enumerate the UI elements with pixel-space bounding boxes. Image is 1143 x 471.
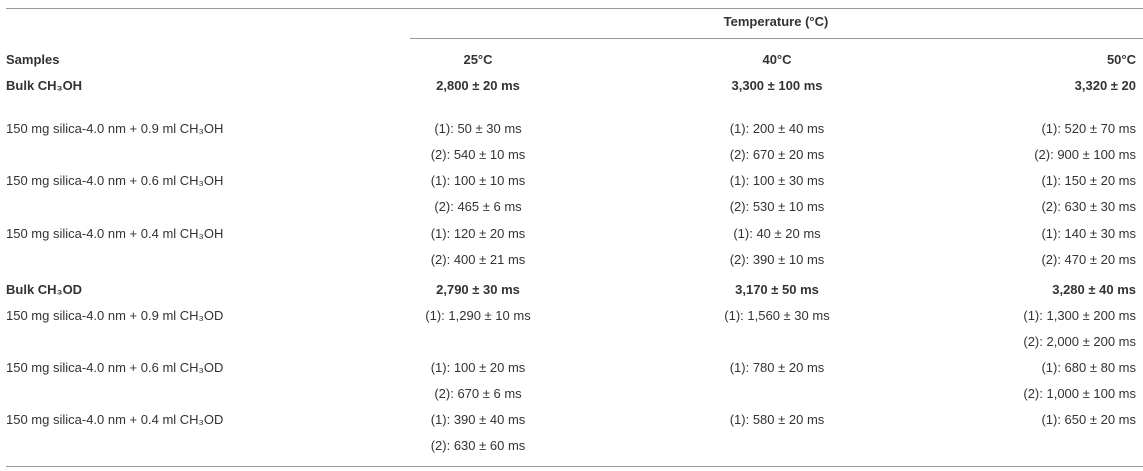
- bottom-rule: [6, 466, 1143, 467]
- cell-value: (1): 650 ± 20 ms: [1041, 412, 1136, 427]
- cell-value: (1): 40 ± 20 ms: [733, 226, 821, 241]
- cell-value: (1): 140 ± 30 ms: [1041, 226, 1136, 241]
- sample-label: 150 mg silica-4.0 nm + 0.9 ml CH₃OD: [6, 308, 224, 323]
- cell-value: (2): 1,000 ± 100 ms: [1023, 386, 1136, 401]
- cell-value: (1): 780 ± 20 ms: [729, 360, 825, 375]
- cell-value: (1): 1,300 ± 200 ms: [1023, 308, 1136, 323]
- column-header: 40°C: [762, 52, 792, 67]
- sample-label: 150 mg silica-4.0 nm + 0.4 ml CH₃OD: [6, 412, 224, 427]
- cell-value: (2): 465 ± 6 ms: [434, 199, 522, 214]
- group-header: Temperature (°C): [723, 14, 829, 29]
- cell-value: (1): 1,560 ± 30 ms: [724, 308, 830, 323]
- sample-label: Bulk CH₃OH: [6, 78, 83, 93]
- column-header: Samples: [6, 52, 60, 67]
- cell-value: (2): 630 ± 60 ms: [430, 438, 526, 453]
- cell-value: (2): 390 ± 10 ms: [729, 252, 825, 267]
- cell-value: (2): 540 ± 10 ms: [430, 147, 526, 162]
- sample-label: 150 mg silica-4.0 nm + 0.9 ml CH₃OH: [6, 121, 224, 136]
- cell-value: (1): 580 ± 20 ms: [729, 412, 825, 427]
- cell-value: (1): 100 ± 10 ms: [430, 173, 526, 188]
- cell-value: (1): 50 ± 30 ms: [434, 121, 522, 136]
- column-header: 25°C: [463, 52, 493, 67]
- cell-value: 2,800 ± 20 ms: [436, 78, 520, 93]
- cell-value: (2): 400 ± 21 ms: [430, 252, 526, 267]
- cell-value: (2): 2,000 ± 200 ms: [1023, 334, 1136, 349]
- cell-value: (2): 900 ± 100 ms: [1034, 147, 1136, 162]
- column-header: 50°C: [1106, 52, 1136, 67]
- cell-value: (2): 670 ± 20 ms: [729, 147, 825, 162]
- top-rule: [6, 8, 1143, 9]
- group-rule: [410, 38, 1143, 39]
- cell-value: (2): 670 ± 6 ms: [434, 386, 522, 401]
- cell-value: (1): 100 ± 30 ms: [729, 173, 825, 188]
- cell-value: (1): 200 ± 40 ms: [729, 121, 825, 136]
- cell-value: (1): 520 ± 70 ms: [1041, 121, 1136, 136]
- cell-value: (1): 390 ± 40 ms: [430, 412, 526, 427]
- cell-value: (2): 530 ± 10 ms: [729, 199, 825, 214]
- cell-value: (2): 470 ± 20 ms: [1041, 252, 1136, 267]
- cell-value: (1): 100 ± 20 ms: [430, 360, 526, 375]
- sample-label: Bulk CH₃OD: [6, 282, 83, 297]
- cell-value: 3,170 ± 50 ms: [735, 282, 819, 297]
- cell-value: 2,790 ± 30 ms: [436, 282, 520, 297]
- cell-value: (1): 680 ± 80 ms: [1041, 360, 1136, 375]
- cell-value: 3,300 ± 100 ms: [731, 78, 823, 93]
- cell-value: (1): 150 ± 20 ms: [1041, 173, 1136, 188]
- sample-label: 150 mg silica-4.0 nm + 0.6 ml CH₃OD: [6, 360, 224, 375]
- cell-value: (2): 630 ± 30 ms: [1041, 199, 1136, 214]
- cell-value: (1): 120 ± 20 ms: [430, 226, 526, 241]
- cell-value: 3,280 ± 40 ms: [1052, 282, 1136, 297]
- sample-label: 150 mg silica-4.0 nm + 0.4 ml CH₃OH: [6, 226, 224, 241]
- cell-value: 3,320 ± 20: [1074, 78, 1136, 93]
- cell-value: (1): 1,290 ± 10 ms: [425, 308, 531, 323]
- sample-label: 150 mg silica-4.0 nm + 0.6 ml CH₃OH: [6, 173, 224, 188]
